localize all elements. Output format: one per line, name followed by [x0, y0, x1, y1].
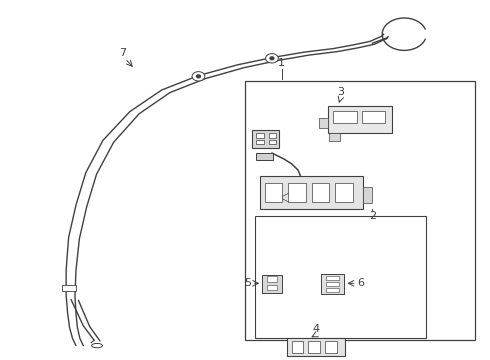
Text: 4: 4 [313, 324, 319, 334]
Bar [287, 338, 345, 356]
Bar [326, 276, 339, 280]
Text: 6: 6 [358, 278, 365, 288]
Bar [292, 341, 303, 353]
Bar [262, 275, 282, 293]
Bar [325, 341, 337, 353]
Text: 3: 3 [337, 87, 344, 97]
Bar [255, 216, 426, 338]
Bar [269, 140, 276, 144]
Text: 1: 1 [278, 58, 285, 68]
Bar [319, 118, 328, 128]
Bar [362, 111, 385, 123]
Bar [326, 288, 339, 292]
Bar [256, 140, 264, 144]
Bar [329, 133, 340, 141]
Bar [269, 133, 276, 138]
Ellipse shape [92, 343, 102, 348]
Text: 5: 5 [244, 278, 251, 288]
Bar [260, 176, 363, 209]
Bar [363, 187, 372, 203]
Bar [252, 130, 279, 148]
Text: 2: 2 [369, 211, 376, 221]
Bar [312, 183, 329, 202]
Bar [308, 341, 320, 353]
Circle shape [266, 54, 278, 63]
Circle shape [196, 75, 200, 78]
Circle shape [270, 57, 274, 60]
Bar [267, 285, 277, 290]
Bar [256, 133, 264, 138]
Bar [267, 276, 277, 282]
Circle shape [192, 72, 205, 81]
Bar [256, 153, 273, 160]
Bar [335, 183, 353, 202]
Text: 7: 7 [119, 48, 126, 58]
Bar [245, 81, 475, 340]
Bar [321, 274, 344, 294]
Bar [328, 106, 392, 133]
Bar [326, 282, 339, 286]
Bar [265, 183, 282, 202]
Bar [62, 285, 76, 291]
Bar [333, 111, 357, 123]
Bar [288, 183, 306, 202]
